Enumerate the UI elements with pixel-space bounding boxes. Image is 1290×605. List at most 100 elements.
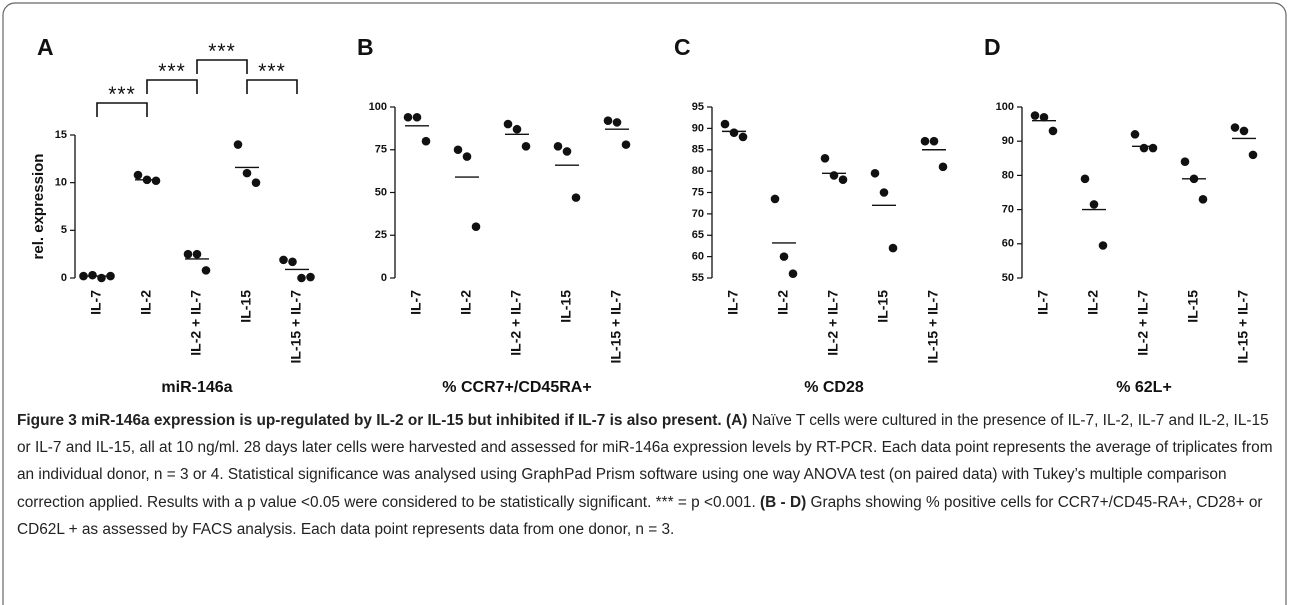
x-tick-label: IL-7 (725, 290, 741, 315)
x-tick-label: IL-15 + IL-7 (1235, 290, 1251, 364)
caption-text: Naïve T cells were cultured in the prese… (17, 412, 1273, 511)
y-tick-label: 75 (692, 186, 704, 198)
data-point (192, 249, 202, 259)
significance-bracket (96, 102, 148, 117)
data-point (829, 171, 839, 180)
data-point (1080, 174, 1090, 184)
significance-label: *** (108, 83, 136, 106)
data-point (603, 116, 613, 125)
data-point (279, 255, 288, 265)
x-tick-label: IL-2 (138, 290, 154, 315)
data-point (938, 162, 948, 172)
data-point (1089, 200, 1099, 209)
x-tick-label: IL-7 (88, 290, 104, 315)
data-point (612, 118, 622, 127)
data-point (1030, 111, 1040, 120)
y-tick-label: 70 (692, 208, 704, 220)
significance-label: *** (158, 60, 186, 83)
data-point (503, 119, 513, 129)
data-point (183, 249, 193, 259)
significance-bracket (146, 79, 198, 94)
x-tick-label: IL-15 (238, 290, 254, 323)
y-tick-label: 75 (375, 144, 387, 156)
data-point (571, 193, 581, 202)
data-point (720, 119, 730, 129)
x-axis-label: % 62L+ (1116, 379, 1172, 396)
data-point (201, 266, 211, 275)
data-point (621, 140, 631, 149)
caption-text: (B - D) (760, 493, 807, 511)
y-tick-label: 85 (692, 144, 704, 156)
data-point (79, 271, 88, 281)
data-point (1180, 157, 1190, 167)
data-point (1148, 143, 1158, 153)
data-point (1198, 195, 1208, 204)
data-point (288, 257, 297, 267)
data-point (920, 136, 930, 146)
x-tick-label: IL-2 + IL-7 (508, 290, 524, 356)
data-point (729, 128, 739, 137)
caption: Figure 3 miR-146a expression is up-regul… (17, 407, 1273, 543)
y-tick-label: 15 (55, 129, 67, 141)
data-point (453, 145, 463, 155)
data-point (97, 273, 106, 283)
data-point (421, 136, 431, 146)
panel-letter: B (357, 34, 374, 60)
panel-letter: A (37, 34, 54, 60)
data-point (1048, 126, 1058, 136)
y-axis-label: rel. expression (30, 154, 47, 260)
data-point (306, 272, 315, 282)
panel-letter: C (674, 34, 691, 60)
x-tick-label: IL-2 + IL-7 (825, 290, 841, 356)
caption-text: (A) (725, 412, 748, 429)
data-point (297, 273, 306, 283)
y-tick-label: 5 (61, 224, 67, 236)
data-point (1139, 143, 1149, 153)
x-tick-label: IL-15 (875, 290, 891, 323)
data-point (1239, 126, 1249, 136)
caption-text: Figure 3 miR-146a expression is up-regul… (17, 412, 722, 429)
data-point (88, 270, 97, 280)
data-point (462, 152, 472, 161)
data-point (1230, 123, 1240, 132)
x-tick-label: IL-15 + IL-7 (288, 290, 304, 364)
data-point (888, 243, 898, 253)
significance-label: *** (258, 60, 286, 83)
x-axis-label: miR-146a (161, 379, 232, 396)
y-tick-label: 90 (692, 122, 704, 134)
y-tick-label: 25 (375, 229, 387, 241)
data-point (242, 168, 252, 178)
significance-label: *** (208, 40, 236, 63)
x-tick-label: IL-15 (1185, 290, 1201, 323)
y-tick-label: 10 (55, 177, 67, 189)
x-tick-label: IL-7 (408, 290, 424, 315)
data-point (779, 252, 789, 261)
y-tick-label: 95 (692, 101, 704, 113)
x-tick-label: IL-2 (458, 290, 474, 315)
y-tick-label: 50 (375, 186, 387, 198)
y-tick-label: 80 (1002, 169, 1014, 181)
y-tick-label: 70 (1002, 204, 1014, 216)
data-point (788, 269, 798, 279)
data-point (403, 112, 413, 122)
data-point (879, 188, 889, 197)
data-point (512, 124, 522, 134)
y-tick-label: 55 (692, 272, 704, 284)
data-point (820, 154, 830, 163)
y-tick-label: 0 (381, 272, 387, 284)
y-tick-label: 60 (1002, 238, 1014, 250)
data-point (738, 132, 748, 142)
data-point (929, 136, 939, 146)
data-point (870, 168, 880, 178)
x-tick-label: IL-2 (775, 290, 791, 315)
data-point (1098, 241, 1108, 250)
significance-bracket (246, 79, 298, 94)
x-axis-label: % CCR7+/CD45RA+ (442, 379, 591, 396)
data-point (553, 142, 563, 151)
data-point (151, 176, 161, 186)
y-tick-label: 65 (692, 229, 704, 241)
data-point (562, 147, 572, 156)
